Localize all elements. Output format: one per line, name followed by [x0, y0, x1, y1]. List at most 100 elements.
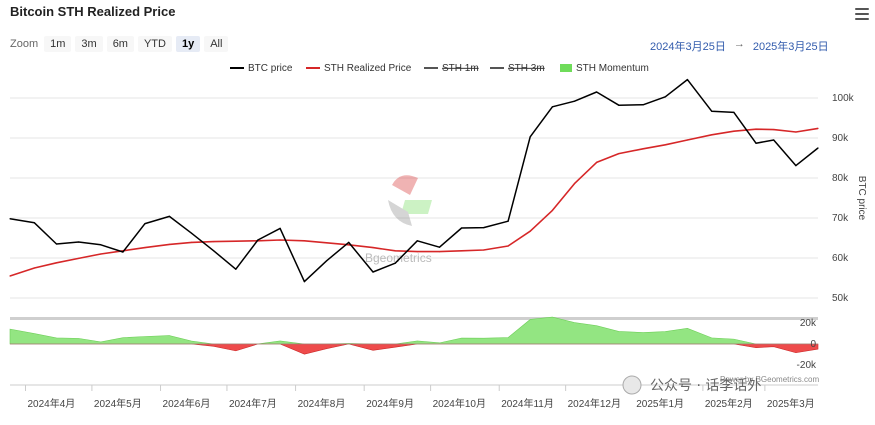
price-tick-label: 80k [832, 173, 849, 184]
watermark-logo-shape-red [392, 175, 418, 195]
sth-realized-price-line-point [733, 130, 735, 132]
btc-price-line-point [507, 220, 509, 222]
wechat-text: 公众号 · 话李话外 [650, 378, 761, 394]
sth-realized-price-line-point [213, 241, 215, 243]
sth-realized-price-line-point [168, 243, 170, 245]
x-tick-label: 2025年3月 [767, 397, 815, 410]
x-tick-label: 2024年11月 [501, 397, 554, 410]
btc-price-line-point [438, 246, 441, 248]
sth-realized-price-line-point [507, 245, 509, 247]
sth-realized-price-line-point [573, 183, 576, 185]
wechat-icon [622, 375, 642, 395]
x-tick-label: 2025年2月 [705, 397, 753, 410]
btc-price-line-point [686, 79, 689, 81]
legend: BTC price STH Realized Price STH 1m STH … [230, 63, 649, 74]
watermark-logo-shape-grey [388, 200, 412, 226]
legend-item-sth-momentum[interactable]: STH Momentum [560, 63, 649, 74]
btc-price-line-point [78, 241, 80, 243]
watermark-text: Bgeometrics [365, 251, 432, 265]
btc-price-line-point [394, 262, 396, 264]
credit-text: Power by BGeometrics.com [720, 375, 819, 384]
btc-price-line-point [122, 251, 124, 253]
zoom-3m-button[interactable]: 3m [75, 36, 103, 52]
watermark-logo [388, 175, 432, 226]
btc-price-line-point [733, 111, 735, 113]
sth-realized-price-line-point [394, 250, 396, 252]
legend-swatch-sth-momentum [560, 64, 572, 72]
btc-price-line-point [257, 239, 259, 241]
zoom-6m-button[interactable]: 6m [106, 36, 134, 52]
sth-realized-price-line-point [773, 129, 775, 131]
legend-label-sth-1m: STH 1m [442, 63, 479, 74]
legend-item-sth-3m[interactable]: STH 3m [490, 63, 545, 74]
menu-bar-line [855, 18, 869, 20]
range-to-input[interactable]: 2025年3月25日 [752, 41, 829, 53]
zoom-all-button[interactable]: All [204, 36, 229, 52]
btc-price-line-point [596, 91, 598, 93]
momentum-negative-area [10, 343, 819, 355]
btc-price-line-point [795, 165, 797, 167]
zoom-1m-button[interactable]: 1m [44, 36, 72, 52]
btc-price-line-point [303, 281, 305, 283]
x-tick-label: 2024年7月 [229, 397, 277, 410]
momentum-tick-label: 20k [800, 318, 817, 329]
sth-realized-price-line-point [596, 161, 598, 163]
legend-label-sth-momentum: STH Momentum [576, 63, 649, 74]
zoom-ytd-button[interactable]: YTD [137, 36, 172, 52]
btc-price-line-point [483, 227, 485, 229]
sth-realized-price-line-point [529, 230, 531, 232]
price-tick-label: 70k [832, 213, 849, 224]
btc-price-line-point [168, 215, 170, 217]
menu-bar-line [855, 13, 869, 15]
btc-price-line-point [279, 227, 281, 229]
legend-item-sth-1m[interactable]: STH 1m [424, 63, 479, 74]
zoom-label: Zoom [10, 38, 39, 50]
pane-separator [10, 317, 818, 320]
hamburger-menu-icon[interactable] [855, 8, 869, 20]
menu-bar-line [855, 8, 869, 10]
legend-item-sth-realized-price[interactable]: STH Realized Price [306, 63, 412, 74]
x-tick-label: 2024年8月 [298, 397, 346, 410]
sth-realized-price-line-point [33, 267, 36, 269]
btc-price-line-point [326, 260, 328, 262]
btc-price-line-point [573, 100, 576, 102]
x-tick-label: 2024年5月 [94, 397, 142, 410]
x-tick-label: 2024年4月 [27, 397, 75, 410]
btc-price-line-point [773, 139, 775, 141]
price-tick-label: 50k [832, 293, 849, 304]
btc-price-line-point [190, 232, 193, 234]
line-layer [9, 78, 819, 283]
btc-price-line-point [817, 147, 819, 149]
sth-realized-price-line-point [190, 241, 193, 243]
legend-label-sth-3m: STH 3m [508, 63, 545, 74]
x-tick-label: 2024年9月 [366, 397, 414, 410]
btc-price-line-point [9, 218, 11, 220]
sth-realized-price-line-point [348, 244, 350, 246]
sth-realized-price-line-point [755, 128, 757, 130]
zoom-1y-button[interactable]: 1y [175, 36, 201, 52]
range-from-input[interactable]: 2024年3月25日 [650, 41, 726, 53]
sth-realized-price-line-point [618, 153, 620, 155]
btc-price-line-point [235, 268, 237, 270]
sth-realized-price-line-point [326, 242, 328, 244]
x-tick-label: 2025年1月 [636, 397, 684, 410]
btc-price-line-point [618, 104, 620, 106]
price-tick-label: 90k [832, 133, 849, 144]
legend-item-btc-price[interactable]: BTC price [230, 63, 293, 74]
momentum-tick-label: 0 [810, 339, 816, 350]
watermark-logo-shape-green [401, 200, 432, 214]
momentum-positive-area [9, 316, 818, 345]
price-tick-label: 60k [832, 253, 849, 264]
btc-price-line-point [372, 271, 374, 273]
price-tick-label: 100k [832, 93, 855, 104]
x-tick-label: 2024年10月 [433, 397, 486, 410]
sth-realized-price-line-point [817, 127, 819, 129]
btc-price-line-point [55, 243, 58, 245]
grid-layer [10, 97, 818, 320]
sth-realized-price-line-point [235, 240, 237, 242]
btc-price-line-point [529, 136, 531, 138]
zoom-controls: Zoom 1m 3m 6m YTD 1y All [10, 36, 232, 52]
sth-realized-price-line-point [438, 251, 441, 253]
sth-realized-price-line-point [686, 139, 689, 141]
sth-realized-price-line-point [372, 247, 374, 249]
